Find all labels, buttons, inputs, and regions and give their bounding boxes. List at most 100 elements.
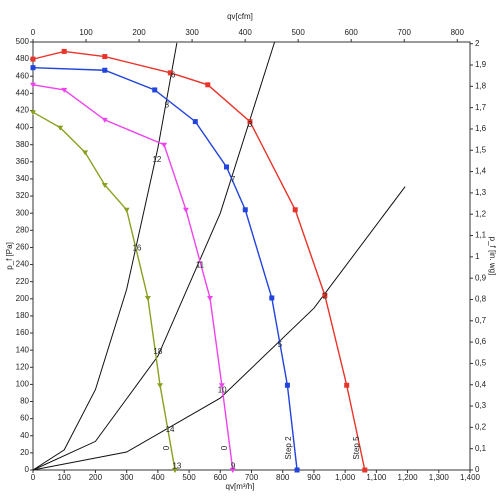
point-marker xyxy=(206,295,213,301)
x2-tick-label: 100 xyxy=(79,28,93,37)
point-marker xyxy=(229,468,236,473)
x-tick-label: 1,000 xyxy=(335,473,356,482)
x-tick-label: 1,100 xyxy=(366,473,387,482)
point-marker xyxy=(344,382,350,388)
y-tick-label: 440 xyxy=(16,88,30,97)
point-label: 2 xyxy=(323,291,328,300)
y2-tick-label: 0,3 xyxy=(475,401,487,410)
x2-tick-label: 200 xyxy=(132,28,146,37)
point-marker xyxy=(152,87,158,93)
point-marker xyxy=(242,207,248,213)
x-tick-label: 800 xyxy=(276,473,290,482)
y2-tick-label: 1,6 xyxy=(475,124,487,133)
point-label: 10 xyxy=(218,386,227,395)
y2-tick-label: 0,4 xyxy=(475,380,487,389)
point-label: 5 xyxy=(278,340,283,349)
point-marker xyxy=(57,125,64,131)
x-tick-label: 300 xyxy=(120,473,134,482)
y-tick-label: 120 xyxy=(16,362,30,371)
point-marker xyxy=(182,207,189,213)
point-marker xyxy=(144,295,151,301)
y2-tick-label: 1,3 xyxy=(475,188,487,197)
x2-tick-label: 300 xyxy=(185,28,199,37)
y-tick-label: 280 xyxy=(16,225,30,234)
y-tick-label: 340 xyxy=(16,174,30,183)
point-marker xyxy=(30,56,36,62)
point-marker xyxy=(322,292,328,298)
y-tick-label: 240 xyxy=(16,260,30,269)
y2-tick-label: 1,7 xyxy=(475,103,487,112)
x2-tick-label: 800 xyxy=(451,28,465,37)
curve-label: Step 5 xyxy=(352,436,361,460)
y-tick-label: 500 xyxy=(16,37,30,46)
point-marker xyxy=(269,295,275,301)
x-tick-label: 500 xyxy=(182,473,196,482)
y2-tick-label: 0,1 xyxy=(475,444,487,453)
x-tick-label: 1,400 xyxy=(460,473,481,482)
y-axis-label: p_f [Pa] xyxy=(5,242,14,270)
system-curve xyxy=(32,186,406,471)
x-tick-label: 700 xyxy=(245,473,259,482)
y-tick-label: 220 xyxy=(16,277,30,286)
curve-label: Step 2 xyxy=(284,436,293,460)
x-tick-label: 400 xyxy=(151,473,165,482)
point-marker xyxy=(61,48,67,54)
y-tick-label: 460 xyxy=(16,71,30,80)
y2-tick-label: 1,9 xyxy=(475,60,487,69)
point-label: 16 xyxy=(132,243,141,252)
fan-curve xyxy=(32,84,234,471)
point-marker xyxy=(247,119,253,125)
x-tick-label: 200 xyxy=(89,473,103,482)
y2-tick-label: 0,2 xyxy=(475,422,487,431)
point-marker xyxy=(61,87,68,93)
point-marker xyxy=(292,207,298,213)
x2-tick-label: 500 xyxy=(291,28,305,37)
y-tick-label: 300 xyxy=(16,208,30,217)
y-tick-label: 360 xyxy=(16,157,30,166)
y2-tick-label: 1,2 xyxy=(475,209,487,218)
y-tick-label: 100 xyxy=(16,380,30,389)
y-tick-label: 40 xyxy=(20,431,29,440)
x-tick-label: 100 xyxy=(58,473,72,482)
point-label: 14 xyxy=(166,425,175,434)
point-label: 13 xyxy=(172,462,181,471)
x2-tick-label: 600 xyxy=(345,28,359,37)
y-tick-label: 80 xyxy=(20,397,29,406)
point-marker xyxy=(30,110,36,116)
y-tick-label: 400 xyxy=(16,123,30,132)
curve-label: 0 xyxy=(220,445,229,450)
y2-tick-label: 1,5 xyxy=(475,145,487,154)
y2-tick-label: 1,1 xyxy=(475,231,487,240)
system-curve xyxy=(32,41,276,471)
x-tick-label: 1,300 xyxy=(429,473,450,482)
x-tick-label: 0 xyxy=(31,473,36,482)
point-label: 7 xyxy=(231,175,236,184)
point-marker xyxy=(284,382,290,388)
y2-tick-label: 0,7 xyxy=(475,316,487,325)
plot-frame xyxy=(32,41,471,471)
y2-tick-label: 2 xyxy=(475,39,480,48)
point-label: 18 xyxy=(153,347,162,356)
fan-curve xyxy=(32,50,366,471)
point-marker xyxy=(161,142,168,148)
y-tick-label: 20 xyxy=(20,448,29,457)
point-marker xyxy=(101,117,108,123)
point-label: 8 xyxy=(165,100,170,109)
point-label: 6 xyxy=(171,70,176,79)
point-marker xyxy=(294,467,300,473)
point-marker xyxy=(192,119,198,125)
y-tick-label: 260 xyxy=(16,243,30,252)
point-label: 11 xyxy=(196,261,205,270)
point-label: 9 xyxy=(231,462,236,471)
system-curve xyxy=(32,42,178,471)
y-tick-label: 160 xyxy=(16,328,30,337)
y-tick-label: 480 xyxy=(16,54,30,63)
y2-tick-label: 1,8 xyxy=(475,81,487,90)
point-marker xyxy=(102,54,108,60)
x-axis-label: qv[m³/h] xyxy=(226,482,255,491)
y2-tick-label: 0,9 xyxy=(475,273,487,282)
fan-curve xyxy=(32,111,176,471)
point-marker xyxy=(157,383,164,389)
y2-tick-label: 1,4 xyxy=(475,167,487,176)
